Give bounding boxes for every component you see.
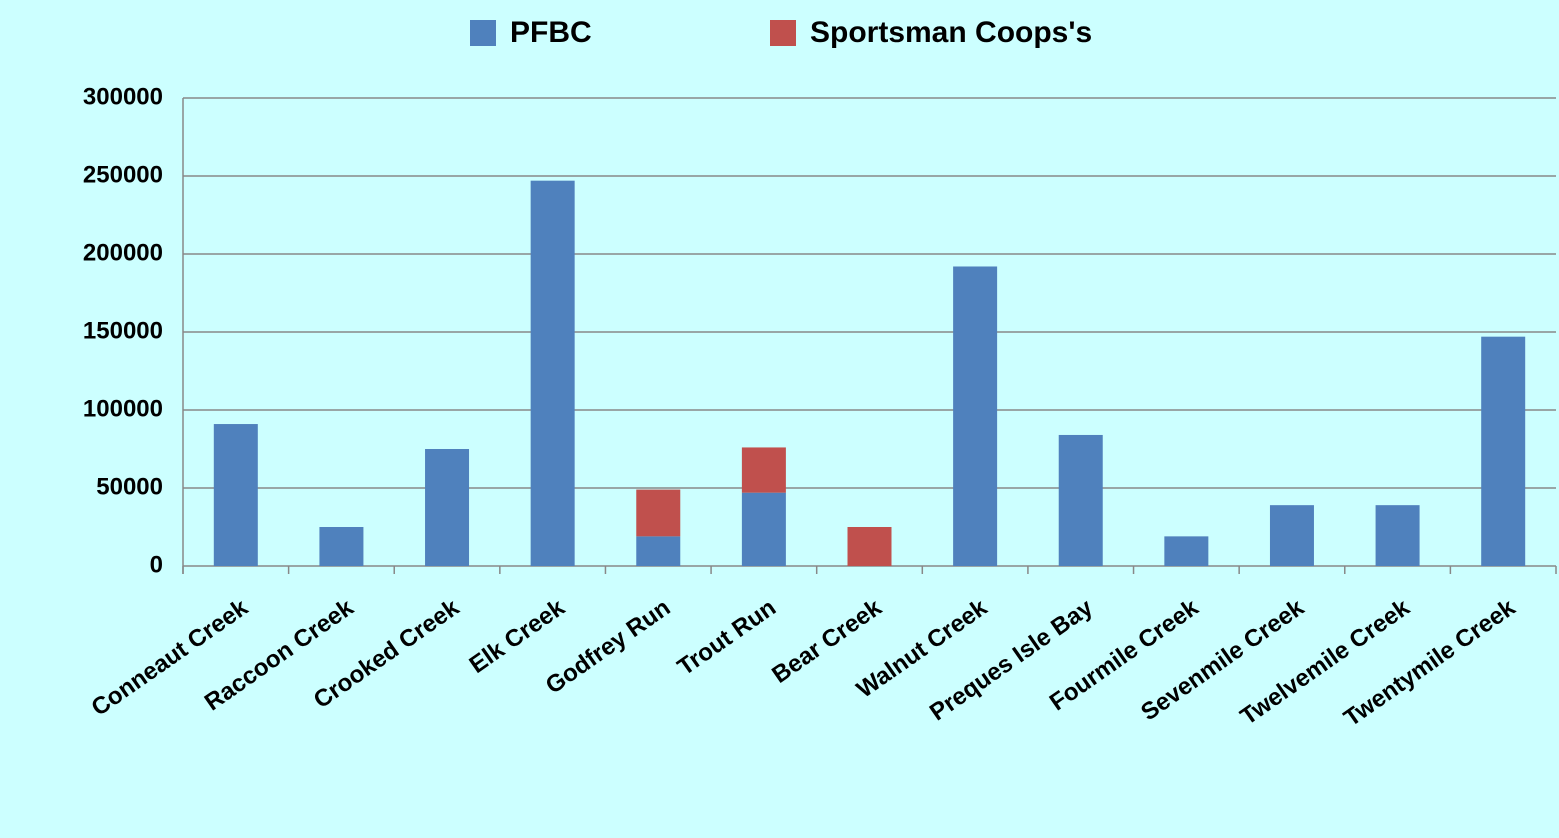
bar bbox=[741, 492, 786, 566]
bar bbox=[425, 449, 470, 566]
y-tick-label: 150000 bbox=[83, 317, 163, 344]
legend-swatch bbox=[470, 20, 496, 46]
x-tick-label: Twelvemile Creek bbox=[1236, 594, 1416, 731]
x-tick-label: Elk Creek bbox=[465, 594, 571, 679]
y-tick-label: 50000 bbox=[96, 473, 163, 500]
bar bbox=[953, 266, 998, 566]
legend-label: PFBC bbox=[510, 16, 592, 49]
legend-swatch bbox=[770, 20, 796, 46]
y-tick-label: 250000 bbox=[83, 161, 163, 188]
bar bbox=[1164, 536, 1209, 566]
bar bbox=[319, 527, 364, 566]
bar bbox=[741, 447, 786, 493]
bar bbox=[1269, 505, 1314, 566]
y-tick-label: 300000 bbox=[83, 83, 163, 110]
bar bbox=[636, 489, 681, 537]
y-tick-label: 0 bbox=[150, 551, 163, 578]
bar bbox=[1058, 434, 1103, 566]
bar bbox=[1481, 336, 1526, 566]
x-tick-label: Twentymile Creek bbox=[1339, 594, 1521, 733]
x-tick-label: Trout Run bbox=[673, 594, 781, 681]
legend-label: Sportsman Coops's bbox=[810, 16, 1092, 49]
bar bbox=[636, 536, 681, 566]
y-tick-label: 200000 bbox=[83, 239, 163, 266]
bar bbox=[213, 424, 258, 566]
y-tick-label: 100000 bbox=[83, 395, 163, 422]
bar bbox=[1375, 505, 1420, 566]
bar bbox=[847, 527, 892, 566]
bar bbox=[530, 180, 575, 566]
